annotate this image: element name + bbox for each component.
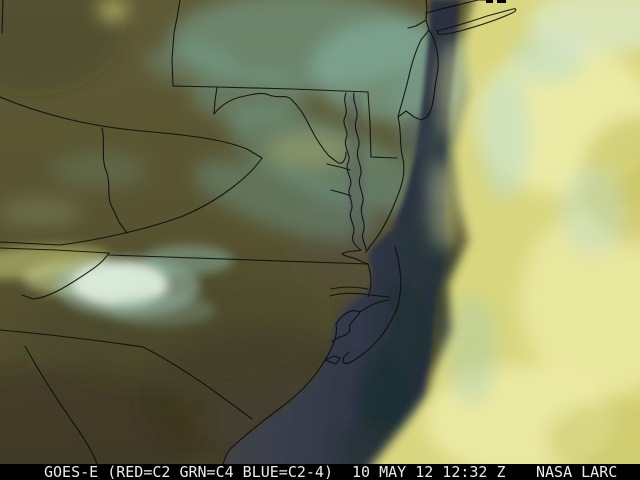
border-tn-nc <box>21 252 110 300</box>
coastline-borders <box>222 0 517 464</box>
top-edge-marks <box>486 0 506 3</box>
border-tn-va <box>0 247 110 254</box>
delaware-bay-nj <box>397 29 439 121</box>
long-island <box>436 8 517 35</box>
coast-cape-fear <box>324 310 361 365</box>
caption-timestamp: 10 MAY 12 12:32 Z <box>352 463 506 480</box>
offshore-cloud-band <box>372 0 640 464</box>
border-nc-sc <box>0 329 253 420</box>
coast-albemarle <box>329 286 390 298</box>
chesapeake-east-shore <box>353 92 367 251</box>
border-big-sandy <box>101 127 128 234</box>
james-river <box>341 249 369 265</box>
delmarva-east-coast <box>365 116 405 253</box>
rappahannock-river <box>326 163 351 171</box>
coast-carolinas <box>222 359 326 464</box>
border-sc-ga <box>24 345 98 464</box>
ct-coast <box>425 0 491 14</box>
coast-pamlico <box>359 299 390 313</box>
border-delaware <box>367 91 398 159</box>
coast-outer-banks <box>342 246 402 364</box>
nj-west-border <box>397 29 430 118</box>
york-river <box>330 189 352 197</box>
caption-bar: GOES-E (RED=C2 GRN=C4 BLUE=C2-4) 10 MAY … <box>0 464 640 480</box>
border-potomac <box>213 86 347 164</box>
chesapeake-west-shore <box>343 92 362 251</box>
border-ohio-river <box>0 96 263 159</box>
caption-credit: NASA LARC <box>536 463 618 480</box>
border-va-nc <box>108 254 369 265</box>
border-pa-west <box>171 0 181 87</box>
border-ky-va <box>0 157 263 246</box>
state-borders <box>0 0 398 464</box>
hudson-ny <box>407 0 430 31</box>
caption-source-label: GOES-E (RED=C2 GRN=C4 BLUE=C2-4) <box>44 463 333 480</box>
border-mason-dixon <box>172 85 369 93</box>
carolina-bright-cloud <box>0 245 233 326</box>
border-far-left <box>1 0 4 34</box>
satellite-image-canvas <box>0 0 640 464</box>
coast-currituck <box>367 263 372 298</box>
